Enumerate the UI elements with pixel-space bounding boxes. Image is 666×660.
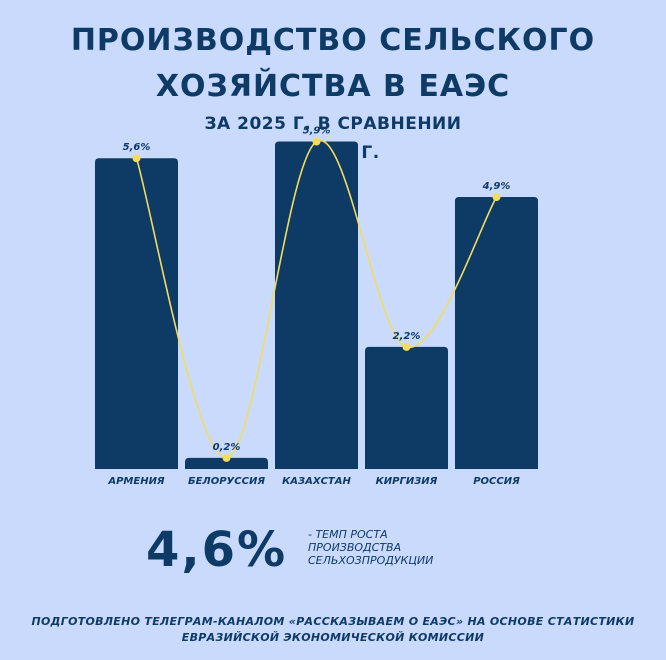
bar-2 [185,457,268,469]
bar-5 [455,197,538,470]
trend-line [135,139,498,459]
category-label-1: АРМЕНИЯ [107,476,165,487]
trend-point-5 [492,193,501,202]
bar-chart: 5,6% АРМЕНИЯ 0,2% БЕЛОРУССИЯ 5,9% КАЗАХСТАН 2,… [95,126,538,487]
trend-point-4 [402,342,411,351]
category-label-5: РОССИЯ [473,476,520,487]
bar-1 [95,158,178,469]
summary-note-line1: - темп роста [308,528,388,541]
footer-line1: ПОДГОТОВЛЕНО ТЕЛЕГРАМ-КАНАЛОМ «РАССКАЗЫВ… [31,615,635,628]
summary-growth-value: 4,6% [146,522,288,578]
page-subtitle-line1: ЗА 2025 Г. В СРАВНЕНИИ [204,114,462,134]
trend-point-2 [222,453,231,462]
category-label-3: КАЗАХСТАН [282,476,351,487]
trend-point-3 [312,137,321,146]
category-label-2: БЕЛОРУССИЯ [188,476,265,487]
summary-note-line2: производства [308,541,402,554]
category-label-4: КИРГИЗИЯ [376,476,438,487]
bar-3 [275,141,358,470]
summary-note: - темп роста производства сельхозпродукц… [308,528,468,567]
data-label-5: 4,9% [482,181,511,192]
bar-4 [365,346,448,469]
page-title-line2: ХОЗЯЙСТВА В ЕАЭС [155,69,511,104]
page-title-line1: ПРОИЗВОДСТВО СЕЛЬСКОГО [70,23,596,58]
data-label-3: 5,9% [303,126,331,137]
summary-note-line3: сельхозпродукции [308,554,434,567]
data-label-4: 2,2% [393,331,421,342]
data-label-2: 0,2% [213,442,241,453]
data-label-1: 5,6% [123,142,151,153]
trend-point-1 [132,154,141,163]
footer-source: ПОДГОТОВЛЕНО ТЕЛЕГРАМ-КАНАЛОМ «РАССКАЗЫВ… [20,614,646,646]
footer-line2: ЕВРАЗИЙСКОЙ ЭКОНОМИЧЕСКОЙ КОМИССИИ [181,631,485,644]
